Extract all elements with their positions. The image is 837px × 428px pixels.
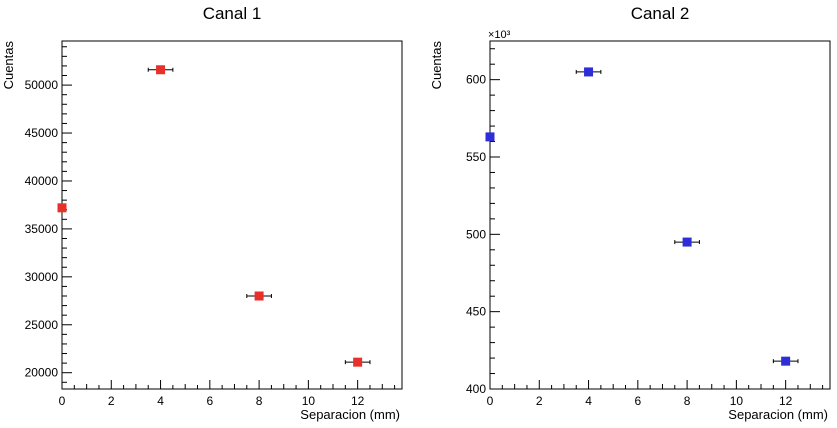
y-tick-label: 600 xyxy=(466,73,486,87)
y-tick-label: 30000 xyxy=(25,270,59,284)
x-tick-label: 8 xyxy=(684,394,691,408)
x-tick-label: 0 xyxy=(487,394,494,408)
y-tick-label: 550 xyxy=(466,150,486,164)
y-tick-label: 500 xyxy=(466,227,486,241)
data-point xyxy=(254,291,264,301)
y-tick-label: 45000 xyxy=(25,126,59,140)
data-point xyxy=(57,203,67,213)
y-tick-label: 50000 xyxy=(25,78,59,92)
x-axis-label: Separacion (mm) xyxy=(300,407,400,422)
x-tick-label: 4 xyxy=(157,394,164,408)
x-tick-label: 10 xyxy=(302,394,316,408)
y-tick-label: 20000 xyxy=(25,366,59,380)
data-point xyxy=(485,132,495,142)
data-point xyxy=(353,357,363,367)
x-tick-label: 6 xyxy=(634,394,641,408)
y-tick-label: 35000 xyxy=(25,222,59,236)
y-axis-multiplier: ×10³ xyxy=(488,29,511,41)
data-point xyxy=(584,67,594,77)
x-tick-label: 2 xyxy=(536,394,543,408)
data-point xyxy=(156,65,166,75)
y-axis-label: Cuentas xyxy=(1,41,16,90)
chart-title: Canal 2 xyxy=(631,4,690,23)
x-tick-label: 6 xyxy=(206,394,213,408)
y-tick-label: 450 xyxy=(466,305,486,319)
x-tick-label: 12 xyxy=(351,394,365,408)
x-tick-label: 4 xyxy=(585,394,592,408)
y-tick-label: 25000 xyxy=(25,318,59,332)
plot-frame xyxy=(489,40,831,390)
chart-panel-2: Canal 2 0 2 4 6 8 10 12 400 450 500 550 600 Separacio… xyxy=(429,4,831,422)
y-axis-label: Cuentas xyxy=(429,41,444,90)
x-tick-label: 8 xyxy=(256,394,263,408)
x-tick-label: 12 xyxy=(779,394,793,408)
plot-frame xyxy=(61,40,403,390)
x-axis-label: Separacion (mm) xyxy=(728,407,828,422)
y-tick-label: 400 xyxy=(466,382,486,396)
chart-title: Canal 1 xyxy=(203,4,262,23)
data-point xyxy=(682,237,692,247)
y-tick-label: 40000 xyxy=(25,174,59,188)
x-tick-label: 0 xyxy=(59,394,66,408)
x-tick-label: 10 xyxy=(730,394,744,408)
x-tick-label: 2 xyxy=(108,394,115,408)
data-point xyxy=(781,356,791,366)
chart-panel-1: Canal 1 0 2 4 6 8 10 12 20000 25000 30000 35000 4000… xyxy=(1,4,403,422)
